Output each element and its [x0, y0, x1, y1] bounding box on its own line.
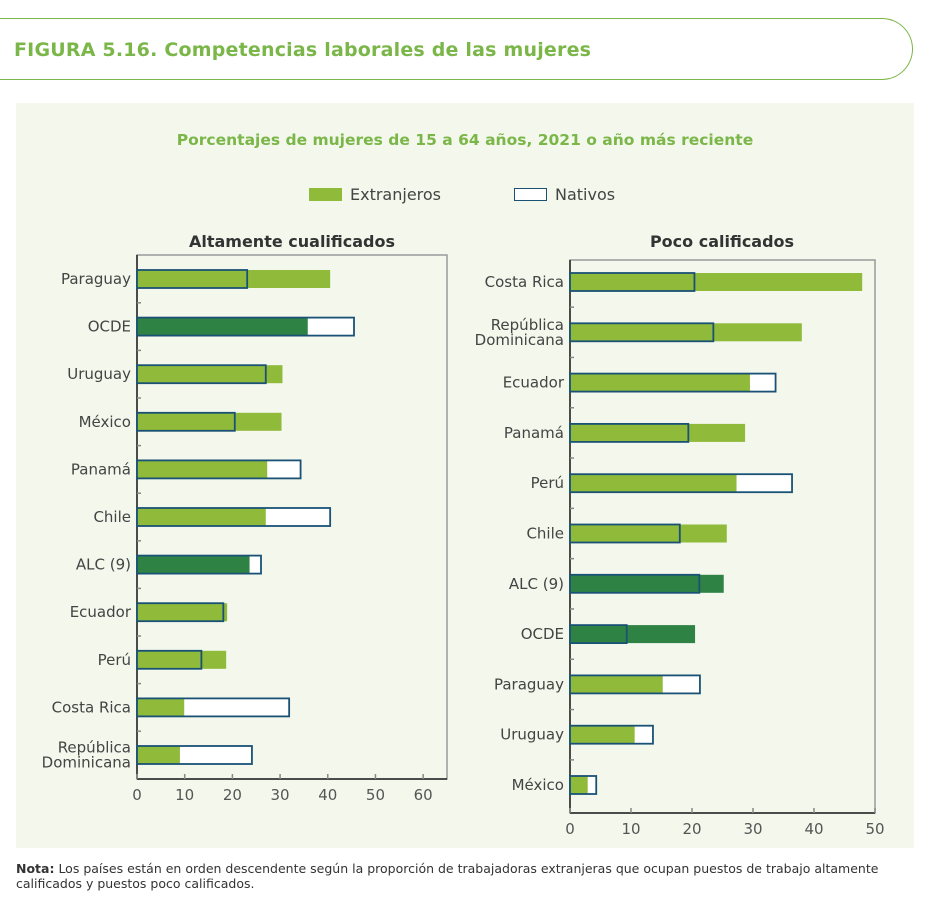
category-label: ALC (9)	[509, 575, 564, 593]
bar-native	[136, 602, 225, 623]
category-label: ALC (9)	[76, 556, 131, 574]
x-tick-label: 30	[271, 786, 290, 804]
category-label: Paraguay	[494, 675, 564, 693]
bar-native	[569, 573, 701, 594]
bar-foreign	[570, 373, 750, 392]
x-tick-label: 30	[743, 820, 762, 838]
bar-native	[569, 272, 696, 292]
bar-native	[569, 523, 681, 544]
category-label: OCDE	[88, 318, 131, 336]
bar-native	[136, 554, 262, 575]
bar-native	[569, 422, 690, 443]
chart-title: Poco calificados	[650, 232, 794, 251]
category-label: Costa Rica	[52, 698, 131, 716]
category-label: OCDE	[521, 625, 564, 643]
x-tick-label: 0	[132, 786, 142, 804]
bar-foreign	[137, 317, 308, 336]
bar-foreign	[137, 508, 266, 526]
bar-foreign	[570, 323, 802, 342]
x-tick-label: 10	[621, 820, 640, 838]
bar-native	[569, 624, 628, 644]
bar-foreign	[570, 574, 724, 593]
bar-foreign	[137, 460, 268, 479]
category-label: Ecuador	[503, 374, 565, 392]
footnote: Nota: Los países están en orden descende…	[16, 861, 916, 891]
bar-foreign	[137, 650, 227, 669]
bar-foreign	[137, 412, 282, 431]
bar-native	[136, 316, 355, 337]
legend-label-native: Nativos	[555, 185, 616, 204]
bar-foreign	[137, 270, 331, 288]
x-tick-label: 20	[682, 820, 701, 838]
x-tick-label: 40	[804, 820, 823, 838]
bar-native	[569, 724, 654, 745]
bar-foreign	[137, 603, 228, 622]
bar-native	[136, 459, 302, 480]
category-label: Paraguay	[61, 270, 131, 288]
legend-swatch-foreign	[309, 188, 342, 201]
bar-foreign	[570, 675, 663, 694]
bar-native	[136, 697, 291, 718]
x-tick-label: 0	[565, 820, 575, 838]
legend-item-foreign: Extranjeros	[309, 185, 441, 204]
bar-foreign	[137, 746, 180, 764]
bar-foreign	[570, 725, 635, 744]
legend-swatch-native	[514, 188, 547, 201]
bar-native	[569, 674, 701, 695]
figure-title: FIGURA 5.16. Competencias laborales de l…	[14, 39, 592, 61]
bar-foreign	[570, 273, 863, 291]
bar-foreign	[570, 423, 746, 442]
x-tick-label: 60	[414, 786, 433, 804]
category-label: Chile	[526, 525, 564, 543]
bar-foreign	[570, 524, 727, 543]
bar-native	[569, 775, 598, 795]
category-label: Costa Rica	[485, 273, 564, 291]
category-label: Uruguay	[500, 726, 564, 744]
category-label: México	[512, 776, 564, 794]
bar-native	[136, 364, 267, 385]
bar-native	[569, 372, 777, 393]
chart-subtitle: Porcentajes de mujeres de 15 a 64 años, …	[176, 131, 754, 149]
category-label: República	[491, 316, 564, 334]
bar-foreign	[570, 625, 696, 644]
bar-native	[136, 411, 236, 432]
x-tick-label: 20	[223, 786, 242, 804]
category-label: Dominicana	[42, 754, 131, 772]
x-tick-label: 50	[366, 786, 385, 804]
category-label: República	[58, 739, 131, 757]
bar-native	[136, 745, 253, 765]
bar-native	[136, 649, 203, 670]
category-label: Ecuador	[70, 603, 132, 621]
bar-foreign	[137, 555, 250, 574]
figure-header: FIGURA 5.16. Competencias laborales de l…	[0, 18, 913, 80]
note-text: Los países están en orden descendente se…	[16, 861, 879, 891]
category-label: México	[79, 413, 131, 431]
category-label: Perú	[531, 474, 564, 492]
category-label: Panamá	[504, 424, 564, 442]
chart-title: Altamente cualificados	[189, 232, 395, 251]
bar-foreign	[137, 698, 185, 717]
category-label: Perú	[98, 651, 131, 669]
x-tick-label: 50	[865, 820, 884, 838]
legend-label-foreign: Extranjeros	[350, 185, 442, 204]
x-tick-label: 10	[175, 786, 194, 804]
category-label: Panamá	[71, 460, 131, 478]
bar-native	[136, 269, 249, 289]
note-label: Nota:	[16, 861, 55, 876]
category-label: Chile	[93, 508, 131, 526]
legend-item-native: Nativos	[514, 185, 615, 204]
bar-foreign	[570, 474, 737, 493]
bar-native	[569, 322, 715, 343]
category-label: Dominicana	[475, 331, 564, 349]
bar-foreign	[137, 365, 283, 384]
category-label: Uruguay	[67, 365, 131, 383]
x-tick-label: 40	[318, 786, 337, 804]
bar-foreign	[570, 776, 588, 794]
bar-native	[569, 473, 793, 494]
bar-native	[136, 507, 332, 527]
